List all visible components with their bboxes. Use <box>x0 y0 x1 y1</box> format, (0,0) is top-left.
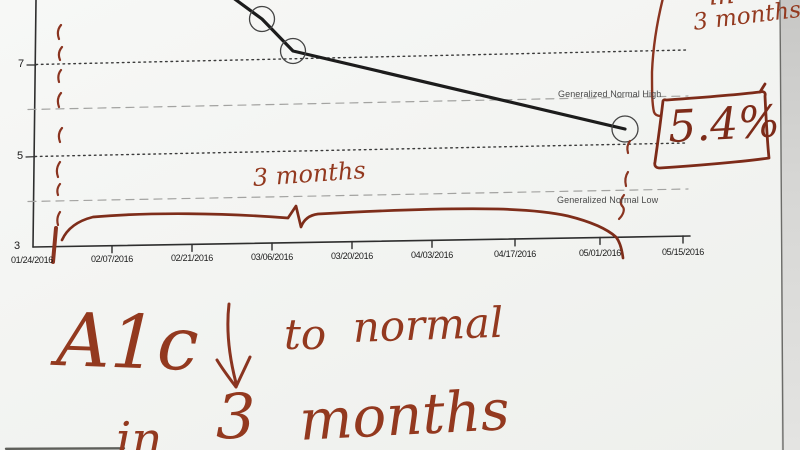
data-point-circle-1 <box>248 5 276 33</box>
result-value-box <box>653 82 771 170</box>
dashed-marks-below-endpoint <box>617 139 632 221</box>
annotation-result-value: 5.4% <box>666 96 782 153</box>
photo-bottom-edge <box>4 447 126 450</box>
x-axis-ticks <box>111 235 684 254</box>
three-month-span-bracket <box>60 204 625 260</box>
caption-3-bottom: 3 <box>216 380 256 450</box>
x-tick-label-3: 02/21/2016 <box>170 253 214 263</box>
caption-a1c: A1c <box>55 297 201 388</box>
y-tick-label-5: 5 <box>17 150 24 162</box>
x-tick-label-1: 01/24/2016 <box>10 255 54 265</box>
page-edge-line <box>779 0 784 450</box>
left-dashed-marker-line <box>55 23 64 227</box>
x-tick-label-8: 05/01/2016 <box>578 248 622 258</box>
normal-high-line <box>27 95 689 111</box>
normal-low-label: Generalized Normal Low <box>557 195 659 205</box>
gridline-7 <box>35 49 687 66</box>
callout-line-top-right <box>650 0 664 118</box>
x-tick-label-5: 03/20/2016 <box>330 251 374 261</box>
down-arrow-icon <box>215 302 252 389</box>
normal-high-label: Generalized Normal High <box>558 89 662 99</box>
handwritten-strokes <box>4 0 784 450</box>
x-tick-label-2: 02/07/2016 <box>90 254 134 264</box>
x-tick-label-4: 03/06/2016 <box>250 252 294 262</box>
data-point-circle-2 <box>279 37 307 65</box>
x-tick-label-9: 05/15/2016 <box>661 247 705 257</box>
printed-chart-strokes <box>25 0 691 254</box>
a1c-trend-line <box>233 0 627 131</box>
caption-to: to <box>284 310 327 359</box>
x-axis-line <box>32 235 691 248</box>
caption-normal: normal <box>351 297 505 352</box>
x-tick-label-7: 04/17/2016 <box>493 249 537 259</box>
data-point-circle-3 <box>611 115 639 143</box>
page-edge-band <box>781 0 800 450</box>
y-axis-ticks <box>25 64 37 158</box>
caption-in-bottom: in <box>116 412 163 450</box>
x-tick-label-6: 04/03/2016 <box>410 250 454 260</box>
annotation-3-months-span: 3 months <box>251 156 367 192</box>
normal-low-line <box>27 188 689 203</box>
y-tick-label-7: 7 <box>18 58 25 70</box>
caption-months-bottom: months <box>297 378 512 450</box>
y-axis-line <box>32 0 37 248</box>
gridline-5 <box>34 142 687 158</box>
y-tick-label-3: 3 <box>14 240 21 252</box>
left-axis-tick-mark <box>51 226 58 264</box>
